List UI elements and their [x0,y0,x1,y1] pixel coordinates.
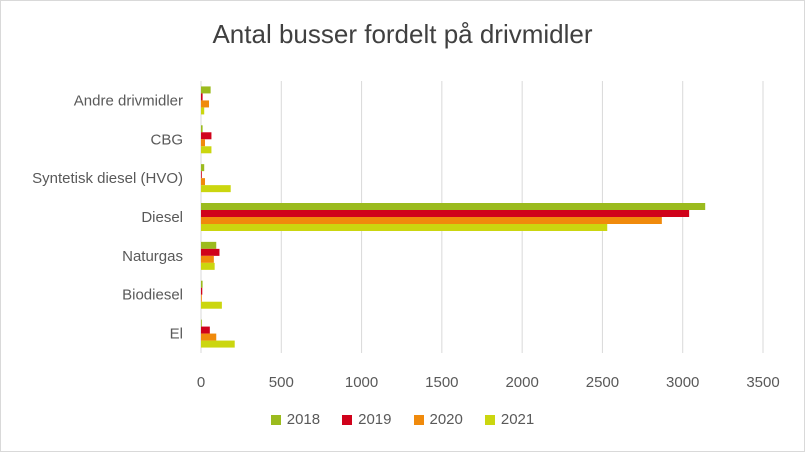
category-label: El [170,326,183,343]
bar [201,164,205,172]
bar [201,203,706,210]
legend-swatch [484,414,495,425]
bar [201,100,210,108]
legend-item: 2020 [413,411,463,428]
category-label: Diesel [141,209,183,226]
bar [201,319,202,327]
bar [201,340,235,348]
bar [201,171,202,179]
bar [201,146,212,154]
legend-swatch [342,414,353,425]
category-label: CBG [150,131,183,148]
bar [201,262,215,270]
legend-item: 2021 [484,411,535,428]
chart-title: Antal busser fordelt på drivmidler [212,19,593,49]
bar [201,224,608,231]
x-tick-label: 2500 [586,374,619,391]
bar [201,333,217,341]
bar [201,287,203,295]
bar [201,255,214,263]
bar [201,294,202,302]
bar [201,125,203,133]
x-tick-label: 1000 [345,374,378,391]
category-label: Naturgas [122,248,183,265]
bar [201,217,662,224]
bar [201,107,205,115]
legend-label: 2018 [286,411,321,428]
bar [201,210,690,217]
x-tick-label: 0 [197,374,205,391]
bar [201,185,231,193]
bar [201,301,222,309]
bar [201,248,220,256]
plot-area: 0 500 1000 1500 2000 2500 3000 3500 El Biodiesel N… [32,81,780,391]
legend-label: 2021 [500,411,535,428]
bar [201,132,212,140]
legend-item: 2018 [270,411,321,428]
legend-label: 2020 [429,411,463,428]
legend-swatch [270,414,281,425]
bar [201,86,211,94]
bar [201,280,203,288]
bar [201,139,206,147]
x-tick-label: 2000 [505,374,538,391]
bar [201,241,217,249]
bar [201,326,210,334]
x-tick-label: 3500 [746,374,779,391]
legend: 2018 2019 2020 2021 [1,411,804,428]
category-label: Andre drivmidler [74,92,183,109]
bar [201,178,206,186]
bar [201,93,203,101]
legend-item: 2019 [342,411,392,428]
x-tick-label: 500 [269,374,294,391]
legend-swatch [413,414,424,425]
category-label: Biodiesel [122,287,183,304]
x-tick-label: 3000 [666,374,699,391]
category-label: Syntetisk diesel (HVO) [32,170,183,187]
legend-label: 2019 [358,411,392,428]
x-tick-label: 1500 [425,374,458,391]
